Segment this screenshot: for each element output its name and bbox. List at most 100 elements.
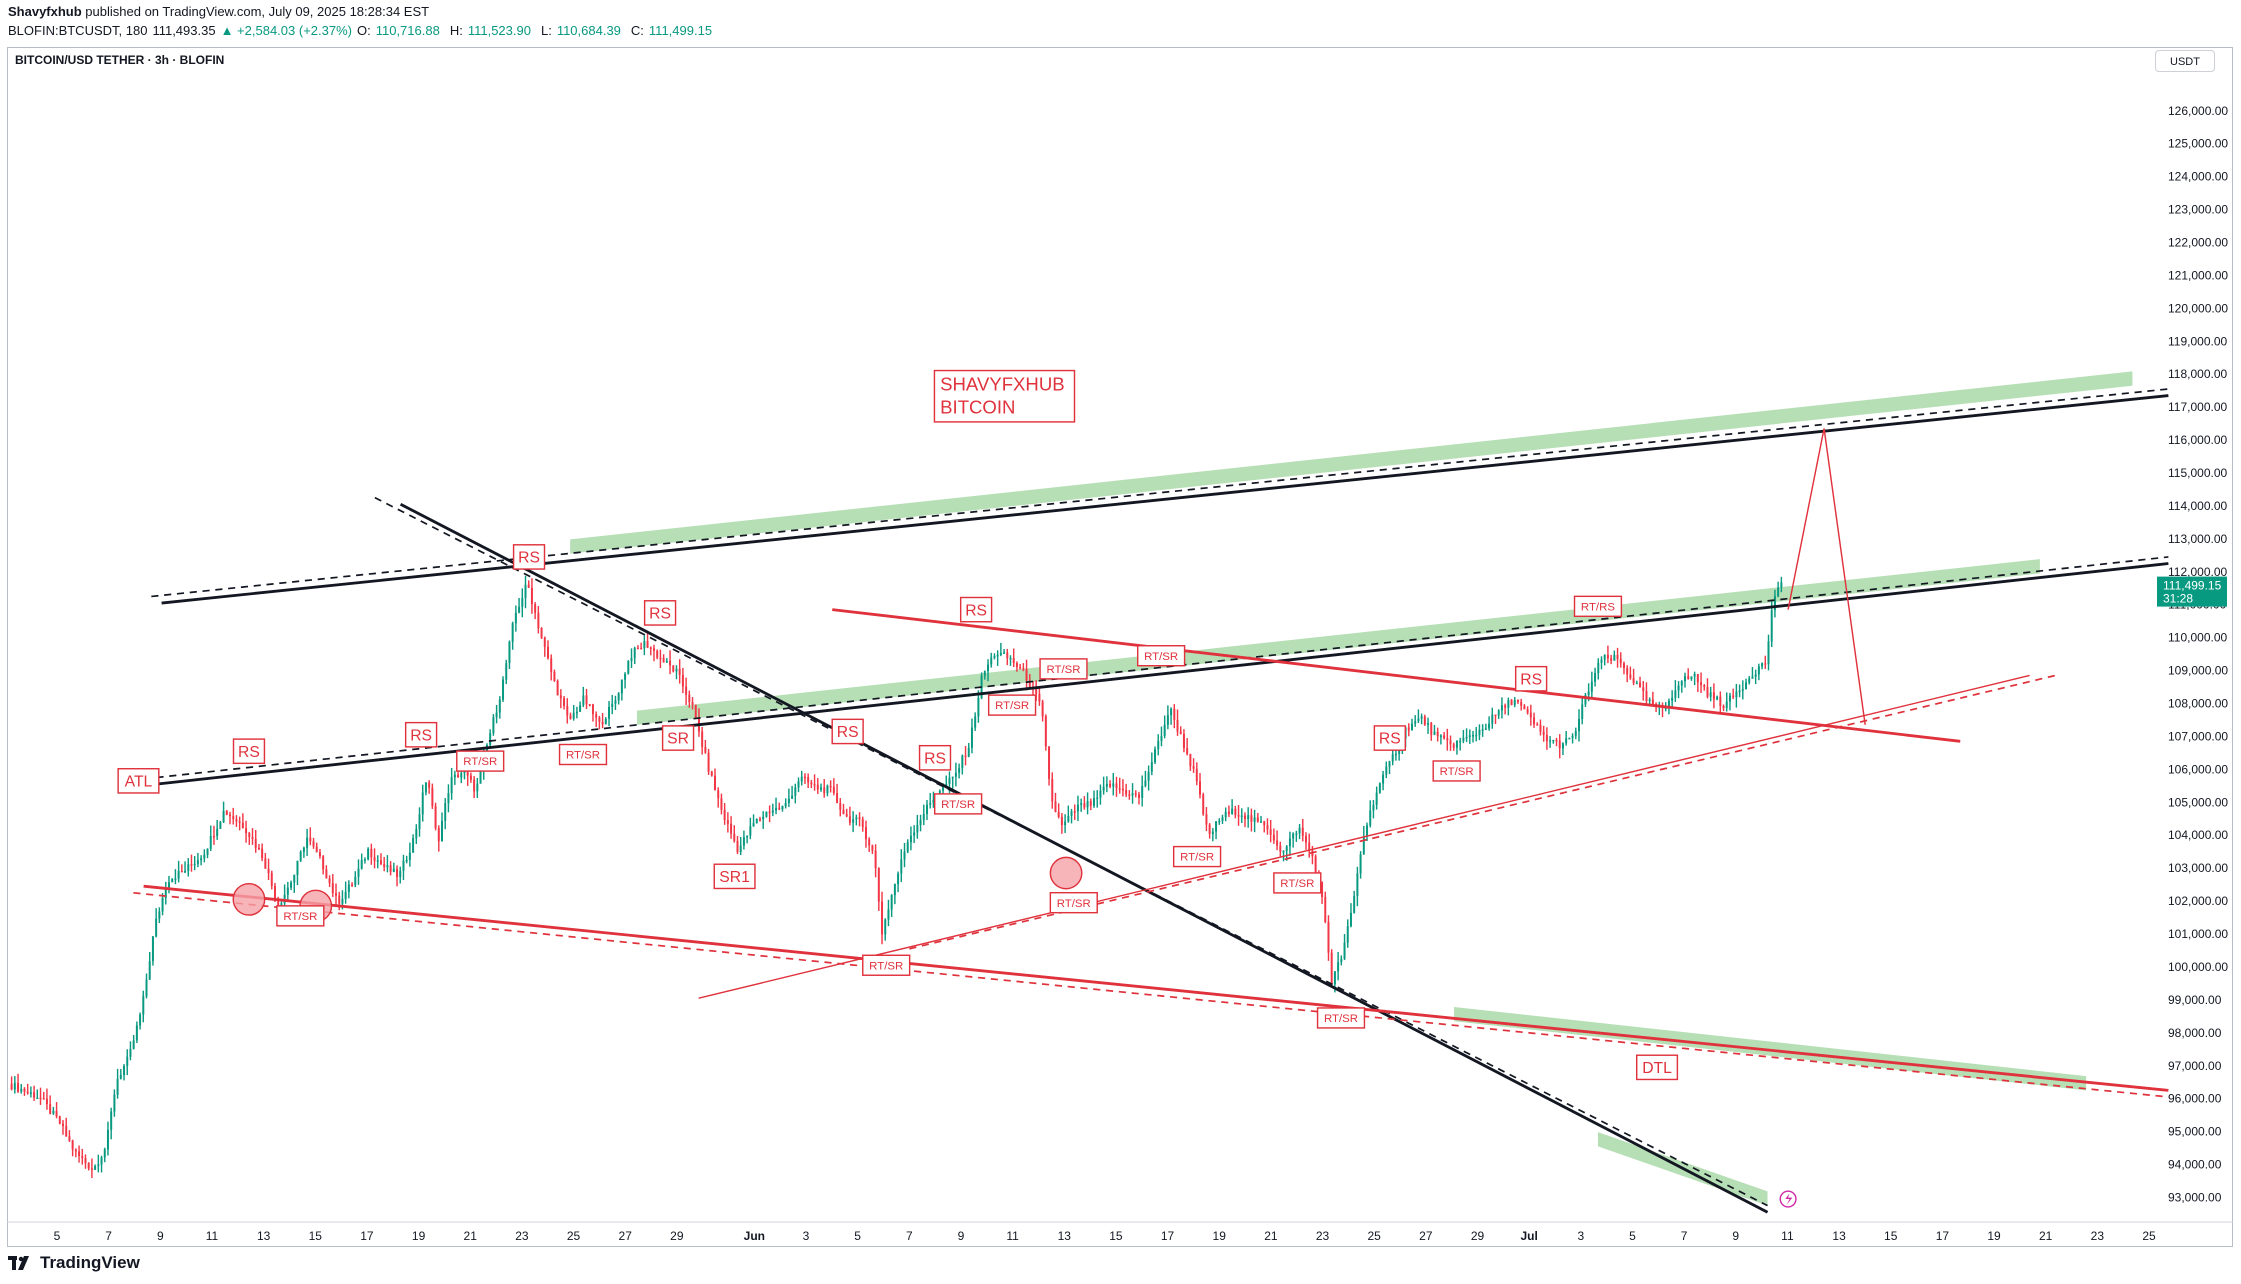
candle-body: [990, 657, 993, 665]
candle-body: [1568, 737, 1571, 740]
candle-body: [151, 936, 154, 962]
candle: [1340, 955, 1343, 966]
annotation-label: SR: [661, 725, 695, 751]
currency-button[interactable]: USDT: [2155, 50, 2215, 72]
candle-body: [829, 785, 832, 788]
candle-body: [1594, 673, 1597, 682]
candle: [903, 843, 906, 868]
candle-body: [1716, 696, 1719, 700]
candle: [1549, 736, 1552, 748]
y-axis-tick-label: 126,000.00: [2168, 104, 2228, 118]
candle-body: [1057, 812, 1060, 817]
candle-body: [1555, 739, 1558, 742]
candle: [55, 1102, 58, 1119]
candle-body: [1687, 676, 1690, 679]
candle: [1738, 684, 1741, 698]
candle: [1208, 823, 1211, 839]
candle-body: [222, 810, 225, 823]
candle-body: [781, 806, 784, 810]
candle-body: [1497, 710, 1500, 716]
candle-body: [1468, 735, 1471, 737]
candle-body: [1189, 753, 1192, 767]
candle: [704, 740, 707, 754]
candle: [701, 727, 704, 755]
candle-body: [1619, 658, 1622, 664]
candle: [1700, 672, 1703, 694]
annotation-label: RT/SR: [1316, 1007, 1366, 1029]
candle: [1305, 832, 1307, 850]
y-axis-tick-label: 106,000.00: [2168, 762, 2228, 776]
candle-body: [402, 860, 405, 871]
candle-body: [1093, 798, 1096, 806]
y-axis-tick-label: 124,000.00: [2168, 170, 2228, 184]
candle: [251, 828, 254, 845]
candle: [1725, 692, 1728, 712]
candle-body: [1221, 817, 1224, 821]
candle: [1687, 668, 1690, 680]
candle-body: [335, 893, 338, 896]
candle-body: [803, 776, 806, 779]
candle: [665, 658, 668, 664]
candle: [1722, 704, 1725, 712]
candle-body: [627, 660, 630, 674]
candle-body: [1372, 804, 1375, 811]
candle-body: [662, 658, 665, 663]
publisher-name[interactable]: Shavyfxhub: [8, 4, 82, 19]
candle-body: [746, 835, 749, 838]
candle-body: [1738, 690, 1741, 693]
x-axis-tick-label: 19: [1987, 1229, 2001, 1243]
candle: [1218, 818, 1221, 825]
candle: [222, 801, 225, 823]
candle-body: [431, 787, 434, 807]
candle: [1712, 683, 1715, 709]
middle-channel-solid: [156, 562, 2169, 786]
candle-body: [861, 819, 864, 828]
candle: [1629, 666, 1632, 680]
candle: [209, 825, 212, 851]
candle: [20, 1083, 23, 1094]
x-axis-tick-label: 5: [54, 1229, 61, 1243]
candle: [1118, 777, 1121, 794]
candle-body: [1115, 783, 1118, 789]
annotation-label-text: DTL: [1642, 1060, 1672, 1077]
candle: [1770, 601, 1773, 648]
candle: [1552, 739, 1555, 744]
candle: [929, 792, 932, 809]
candle-body: [736, 840, 739, 853]
candle: [1600, 656, 1603, 670]
candle: [714, 768, 717, 791]
candle: [1590, 671, 1593, 700]
candle-body: [254, 838, 257, 848]
candle-body: [1700, 682, 1703, 686]
candle-body: [630, 658, 633, 661]
candle: [1243, 812, 1246, 828]
candle-body: [78, 1151, 81, 1157]
projection: [1787, 428, 1866, 725]
candle: [784, 798, 787, 809]
candle: [383, 856, 386, 872]
candle-body: [1433, 731, 1436, 735]
candle: [617, 692, 620, 705]
candle-body: [1125, 790, 1128, 795]
candle-body: [1452, 744, 1455, 748]
candle: [331, 874, 334, 897]
candle-body: [94, 1166, 97, 1170]
candle-body: [1369, 810, 1372, 826]
candle: [428, 780, 431, 794]
candle: [200, 855, 203, 866]
annotation-label-box: [1172, 845, 1222, 868]
candle: [1353, 890, 1356, 914]
candle: [1478, 724, 1481, 741]
candle: [1452, 742, 1455, 751]
candle-body: [1565, 738, 1568, 744]
chart-frame[interactable]: [7, 47, 2233, 1247]
candle-body: [1696, 674, 1699, 683]
candle: [1205, 807, 1208, 832]
candle-body: [755, 818, 758, 824]
candle-body: [347, 884, 350, 893]
candle-body: [444, 803, 447, 821]
candle-body: [1192, 766, 1195, 769]
candle: [264, 853, 267, 869]
candle: [212, 825, 215, 845]
